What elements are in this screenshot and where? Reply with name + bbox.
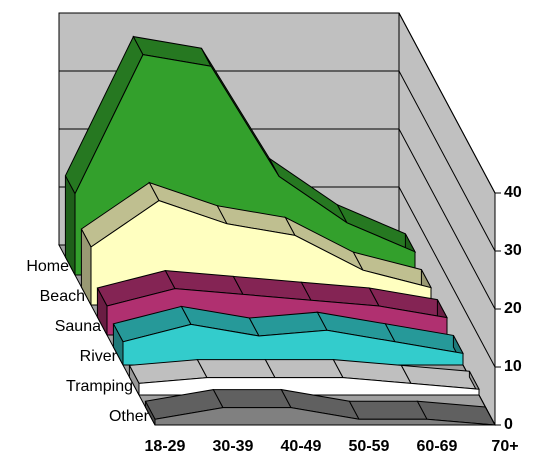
area-top: [348, 400, 428, 420]
grid-line: [398, 128, 496, 310]
x-tick-label: 30-39: [213, 438, 254, 455]
area-top: [212, 389, 292, 409]
grid-line: [398, 70, 496, 252]
series-label: Beach: [40, 288, 85, 305]
y-tick-label: 40: [504, 184, 522, 201]
area-side: [484, 406, 496, 426]
x-tick-label: 60-69: [417, 438, 458, 455]
series-label: Tramping: [66, 378, 133, 395]
x-tick-label: 50-59: [349, 438, 390, 455]
y-tick-label: 10: [504, 358, 522, 375]
x-tick-label: 18-29: [145, 438, 186, 455]
y-tick-label: 30: [504, 242, 522, 259]
series-label: River: [80, 348, 118, 365]
series-label: Home: [26, 258, 69, 275]
area-top: [196, 359, 276, 379]
x-tick-label: 40-49: [281, 438, 322, 455]
series-label: Other: [109, 408, 150, 425]
series-label: Sauna: [55, 318, 101, 335]
area-top: [264, 359, 344, 379]
y-tick-label: 20: [504, 300, 522, 317]
area: [154, 407, 496, 426]
grid-line: [398, 12, 496, 194]
x-tick-label: 70+: [491, 438, 518, 455]
grid-line: [398, 186, 496, 368]
y-tick-label: 0: [504, 416, 513, 433]
